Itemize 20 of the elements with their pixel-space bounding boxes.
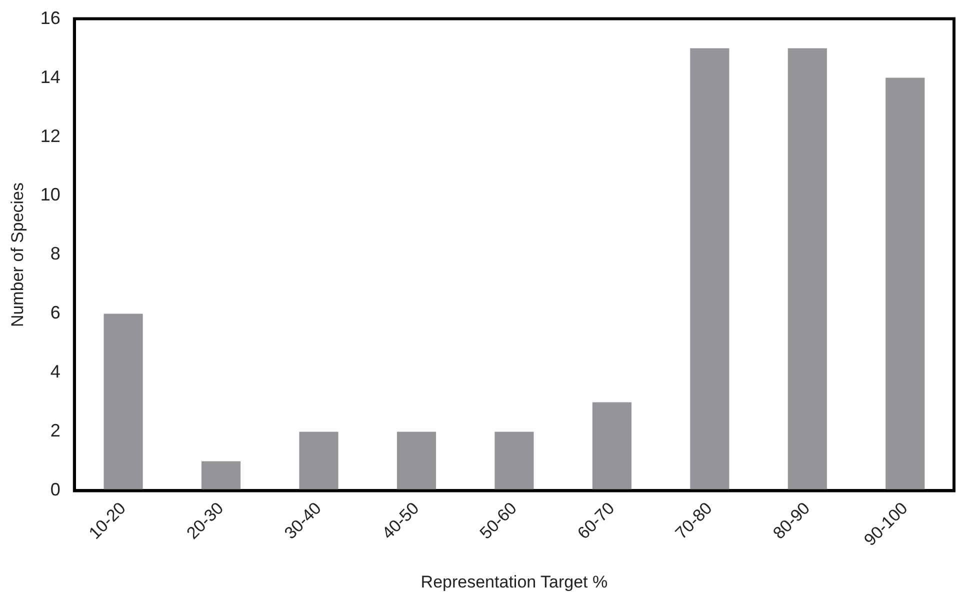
- bar: [299, 432, 338, 491]
- bar: [592, 402, 632, 491]
- y-axis-title: Number of Species: [8, 182, 27, 328]
- bar: [104, 314, 143, 491]
- y-tick-label: 12: [40, 126, 60, 146]
- bar: [201, 461, 241, 491]
- bar: [396, 432, 436, 491]
- bar: [788, 48, 827, 491]
- bar: [886, 78, 925, 491]
- y-tick-label: 10: [40, 184, 60, 205]
- y-tick-label: 6: [50, 302, 60, 323]
- y-tick-label: 8: [50, 244, 60, 264]
- x-axis-title: Representation Target %: [420, 572, 608, 592]
- y-tick-label: 2: [50, 420, 60, 441]
- y-tick-label: 0: [50, 480, 60, 500]
- y-tick-label: 16: [40, 8, 60, 28]
- bar: [494, 432, 534, 491]
- bar: [690, 48, 730, 491]
- y-tick-label: 4: [50, 362, 60, 382]
- y-tick-label: 14: [40, 66, 60, 87]
